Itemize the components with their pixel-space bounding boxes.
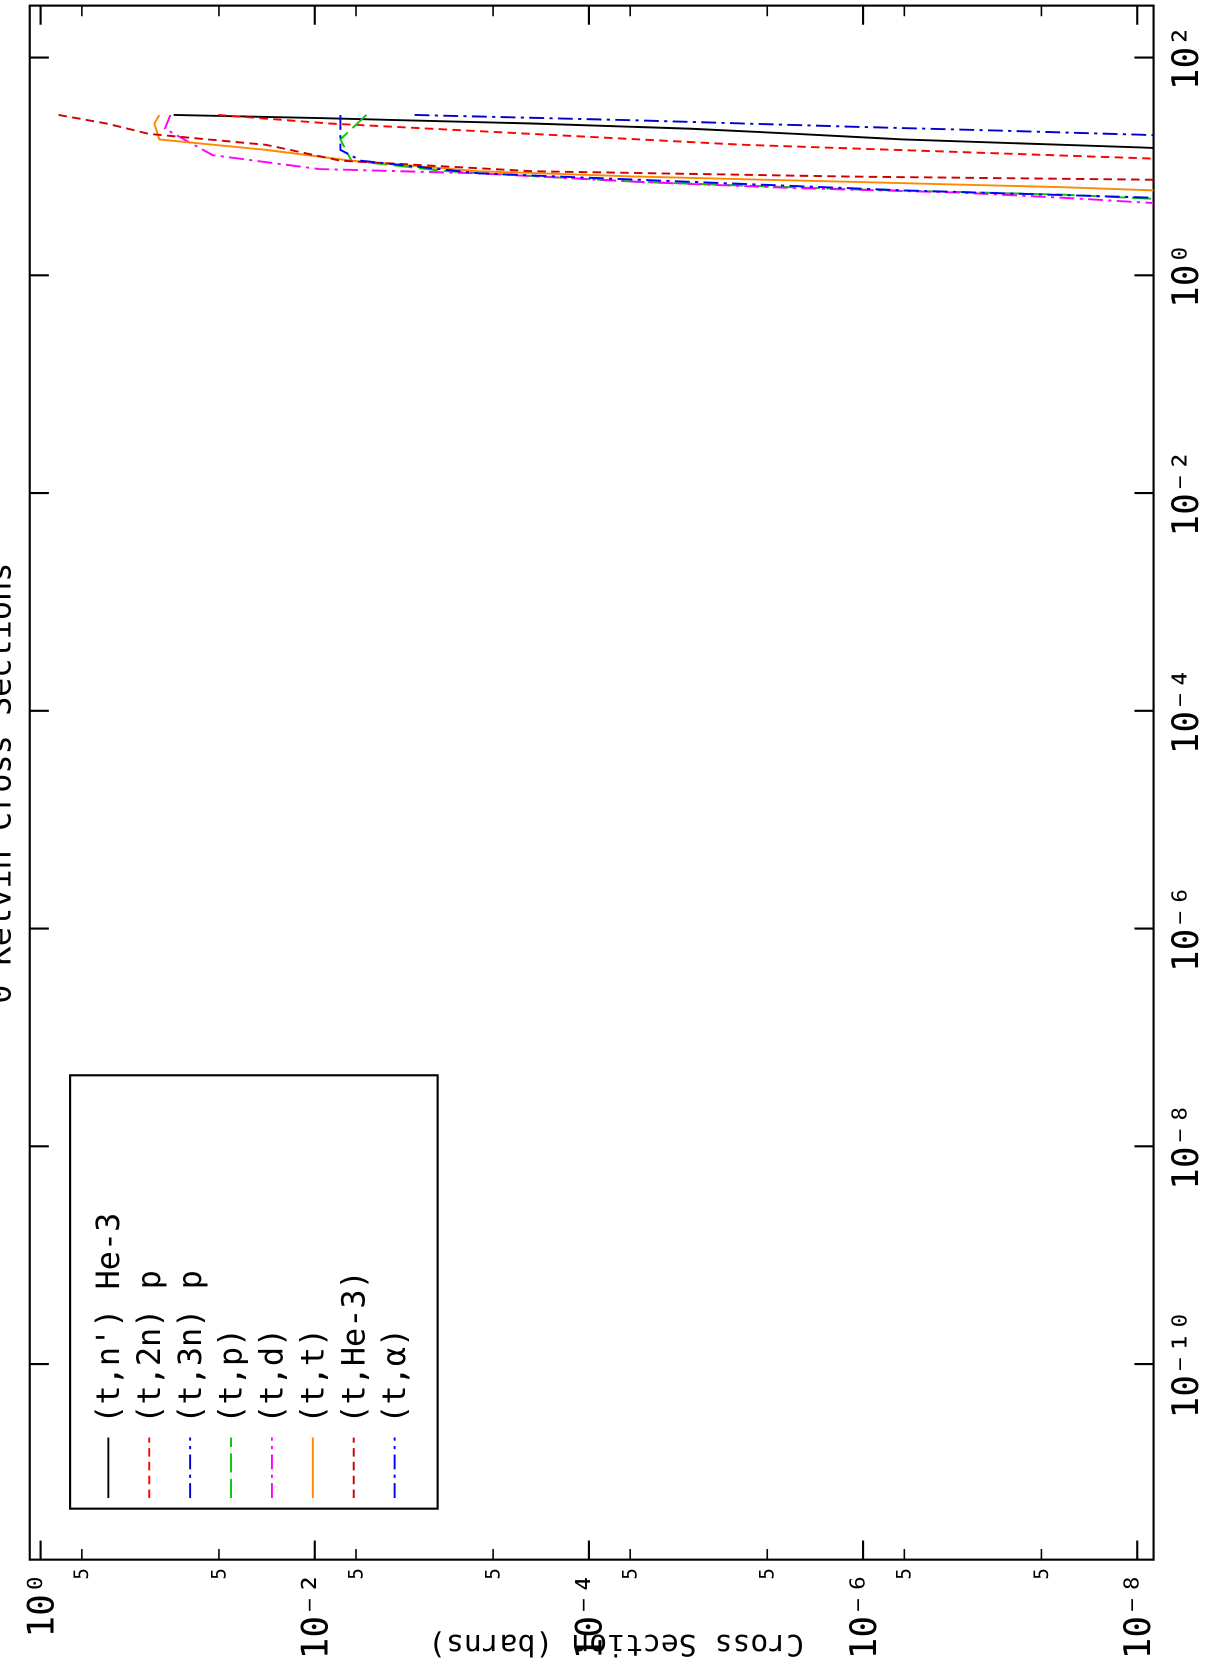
series-line xyxy=(339,114,1154,199)
y-minor-tick-label: 5 xyxy=(756,1568,779,1580)
series-line xyxy=(153,114,1154,192)
legend-label: (t,p) xyxy=(212,1328,250,1424)
y-minor-tick-label: 5 xyxy=(481,1568,504,1580)
rotated-plot: 0 Kelvin Cross Sections Cross Section (b… xyxy=(0,4,1207,1662)
y-tick-label: 10⁻² xyxy=(294,1572,337,1659)
legend-label: (t,2n) p xyxy=(130,1270,168,1423)
y-minor-tick-label: 5 xyxy=(207,1568,230,1580)
y-axis-label: Cross Section (barns) xyxy=(428,1627,804,1662)
x-tick-label: 10⁻⁸ xyxy=(1164,1103,1207,1190)
legend-label: (t,α) xyxy=(375,1328,413,1424)
legend-label: (t,He-3) xyxy=(334,1270,372,1423)
series-line xyxy=(58,114,1154,181)
legend-label: (t,3n) p xyxy=(171,1270,209,1423)
y-minor-tick-label: 5 xyxy=(70,1568,93,1580)
legend-box xyxy=(69,1074,439,1510)
chart-title: 0 Kelvin Cross Sections xyxy=(0,563,19,1004)
y-tick-label: 10⁻⁸ xyxy=(1116,1572,1159,1659)
series-line xyxy=(218,114,1154,160)
legend-label: (t,t) xyxy=(293,1328,331,1424)
legend-label: (t,n') He-3 xyxy=(89,1213,127,1424)
x-tick-label: 10² xyxy=(1164,25,1207,90)
series-line xyxy=(339,114,1154,200)
y-minor-tick-label: 5 xyxy=(1030,1568,1053,1580)
y-tick-label: 10⁰ xyxy=(19,1572,62,1637)
y-tick-label: 10⁻⁴ xyxy=(568,1572,611,1659)
y-tick-label: 10⁻⁶ xyxy=(842,1572,885,1659)
y-minor-tick-label: 5 xyxy=(344,1568,367,1580)
x-tick-label: 10⁻⁶ xyxy=(1164,885,1207,972)
y-minor-tick-label: 5 xyxy=(893,1568,916,1580)
series-line xyxy=(414,114,1154,137)
x-tick-label: 10⁰ xyxy=(1164,243,1207,308)
legend-label: (t,d) xyxy=(253,1328,291,1424)
x-tick-label: 10⁻⁴ xyxy=(1164,667,1207,754)
plot-frame xyxy=(28,4,1155,1561)
y-minor-tick-label: 5 xyxy=(619,1568,642,1580)
series-line xyxy=(173,114,1154,149)
x-tick-label: 10⁻² xyxy=(1164,450,1207,537)
x-tick-label: 10⁻¹⁰ xyxy=(1164,1310,1207,1419)
